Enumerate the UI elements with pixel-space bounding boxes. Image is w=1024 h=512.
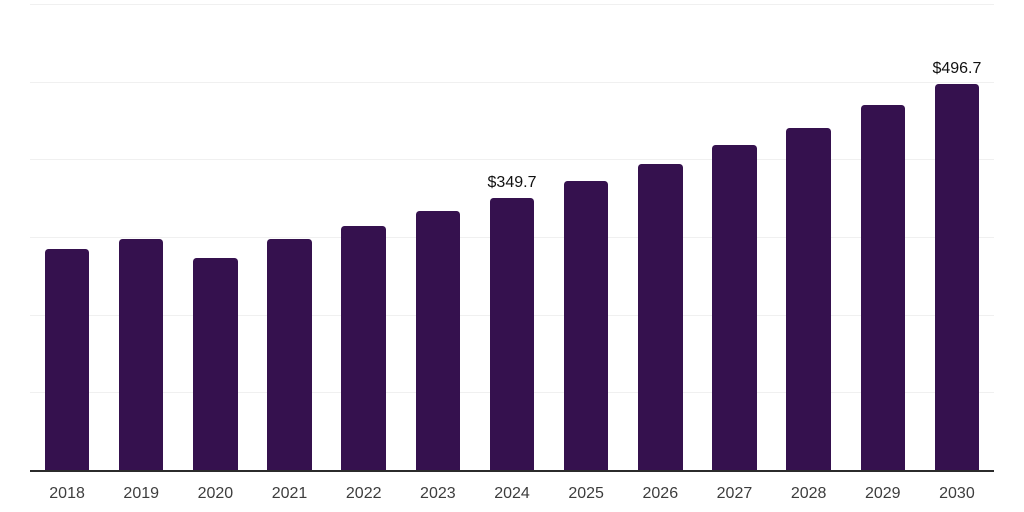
x-tick-2022: 2022: [345, 485, 382, 502]
x-tick-2019: 2019: [123, 485, 160, 502]
x-tick-2023: 2023: [420, 485, 456, 502]
bar-2020: [193, 257, 238, 470]
x-tick-2024: 2024: [494, 485, 530, 502]
bar-2027: [712, 145, 757, 470]
bar-2019: [118, 238, 164, 470]
x-tick-2026: 2026: [642, 485, 679, 502]
gridline-500: [30, 81, 994, 83]
gridline-600: [30, 4, 994, 5]
plot-area: $349.7 $496.7: [30, 4, 994, 470]
bar-2023: [415, 211, 461, 470]
gridline-400: [30, 159, 994, 161]
x-axis-line: [30, 470, 994, 472]
x-tick-2030: 2030: [939, 485, 975, 502]
bar-2026: [638, 164, 683, 470]
value-label-2024: $349.7: [487, 174, 537, 192]
x-tick-2025: 2025: [568, 485, 604, 502]
bar-2025: [563, 181, 609, 470]
x-tick-2029: 2029: [864, 485, 901, 502]
bar-2028: [786, 127, 831, 470]
x-tick-2021: 2021: [271, 485, 308, 502]
bar-2018: [44, 248, 90, 470]
bar-2022: [341, 226, 386, 470]
x-tick-2020: 2020: [197, 485, 234, 502]
x-tick-2018: 2018: [49, 485, 85, 502]
bar-2021: [267, 239, 312, 470]
x-tick-2028: 2028: [790, 485, 827, 502]
bar-2029: [860, 104, 906, 470]
x-tick-2027: 2027: [716, 485, 753, 502]
bar-2030: [934, 84, 980, 470]
bar-2024: [489, 198, 535, 470]
value-label-2030: $496.7: [932, 60, 982, 78]
